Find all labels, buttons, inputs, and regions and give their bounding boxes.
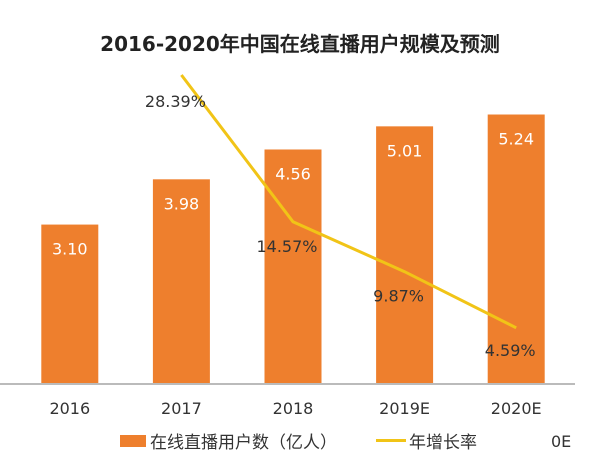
legend-line: 年增长率	[376, 428, 477, 453]
bar	[487, 114, 545, 384]
legend-line-swatch	[376, 439, 406, 442]
x-tick-label: 2018	[273, 399, 314, 418]
chart-title: 2016-2020年中国在线直播用户规模及预测	[100, 32, 500, 56]
bar	[41, 224, 99, 384]
bar	[264, 149, 322, 384]
x-tick-label: 2017	[161, 399, 202, 418]
bar-value-label: 4.56	[275, 164, 311, 183]
growth-line	[180, 74, 517, 330]
x-tick-label: 2020E	[491, 399, 542, 418]
x-tick-label: 2019E	[379, 399, 430, 418]
growth-label: 4.59%	[485, 341, 536, 360]
bar	[376, 126, 434, 384]
bar-value-label: 3.10	[52, 240, 88, 259]
growth-label: 9.87%	[373, 287, 424, 306]
bar	[152, 179, 210, 384]
stray-text: 0E	[551, 432, 572, 451]
bar-value-label: 5.01	[387, 141, 423, 160]
x-tick-label: 2016	[49, 399, 90, 418]
growth-label: 14.57%	[256, 237, 317, 256]
growth-label: 28.39%	[145, 92, 206, 111]
legend-line-label: 年增长率	[409, 433, 477, 453]
legend-bar-swatch	[120, 434, 146, 447]
legend-bar-label: 在线直播用户数（亿人）	[150, 433, 337, 453]
bar-value-label: 5.24	[498, 130, 534, 149]
legend-bar: 在线直播用户数（亿人）	[120, 428, 337, 453]
bar-value-label: 3.98	[164, 194, 200, 213]
